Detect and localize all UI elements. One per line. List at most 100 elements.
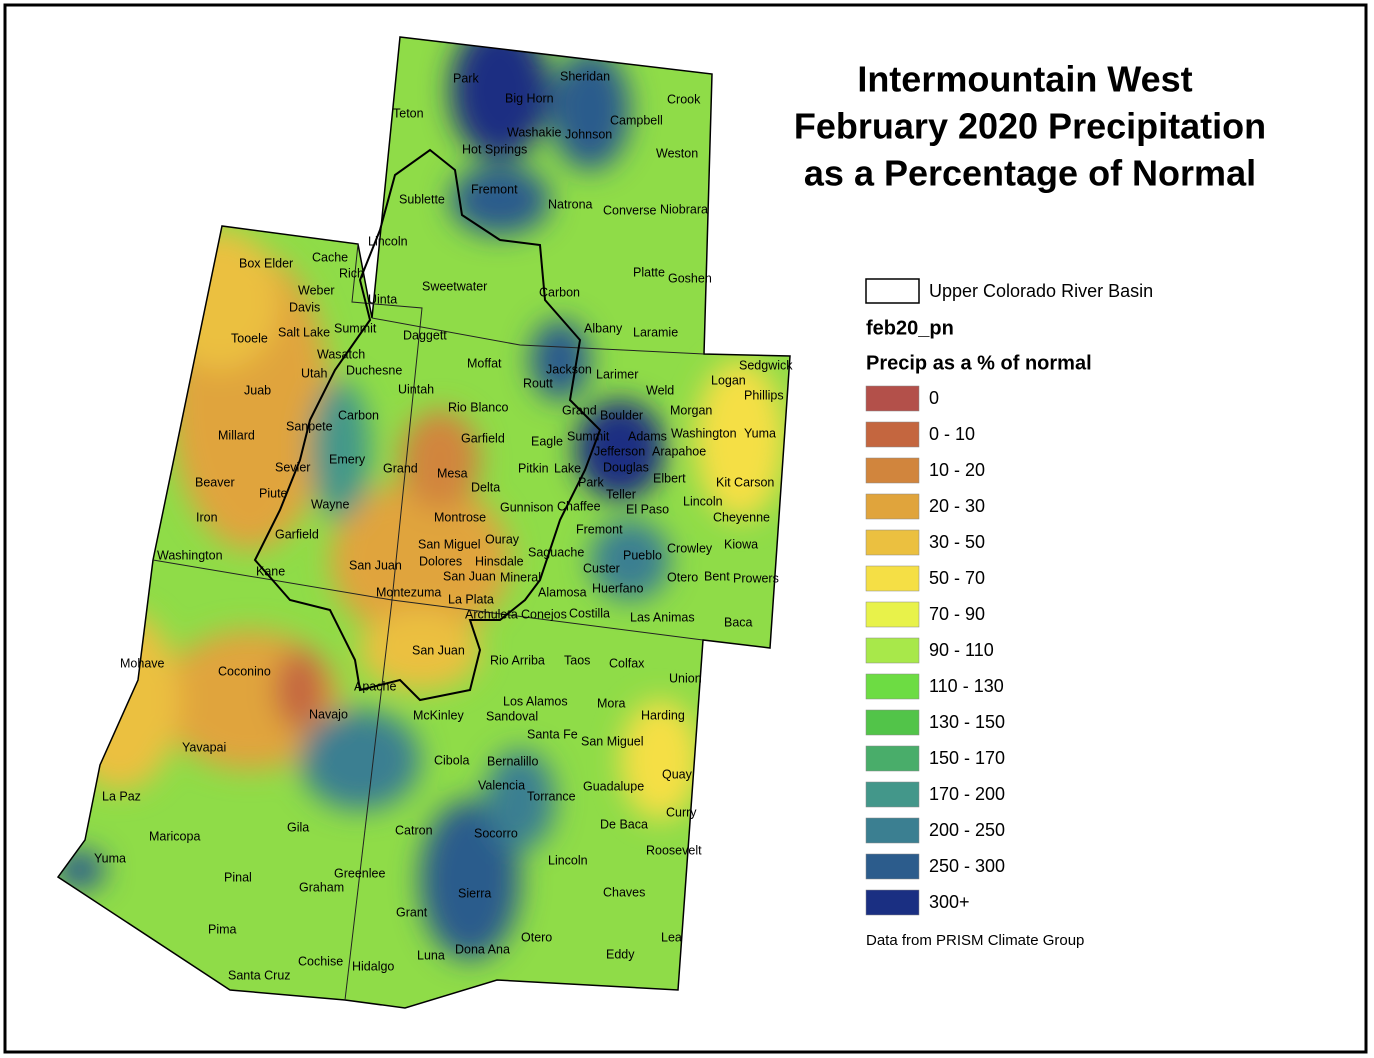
county-label: Park	[453, 71, 479, 85]
county-label: Pinal	[224, 870, 252, 884]
legend-swatch	[865, 493, 920, 520]
county-label: Tooele	[231, 331, 268, 345]
county-label: Harding	[641, 708, 685, 722]
county-label: Montrose	[434, 510, 486, 524]
county-label: Hidalgo	[352, 959, 394, 973]
county-label: Piute	[259, 486, 288, 500]
county-label: Greenlee	[334, 866, 385, 880]
county-label: Carbon	[539, 285, 580, 299]
county-label: Kit Carson	[716, 475, 774, 489]
county-label: Campbell	[610, 113, 663, 127]
county-label: Rio Arriba	[490, 653, 545, 667]
county-label: Washakie	[507, 125, 561, 139]
county-label: Archuleta	[465, 607, 518, 621]
county-label: Taos	[564, 653, 590, 667]
county-label: Chaves	[603, 885, 645, 899]
county-label: Utah	[301, 366, 327, 380]
county-label: Valencia	[478, 778, 525, 792]
county-label: Grand	[562, 403, 597, 417]
legend-label: 170 - 200	[929, 784, 1005, 804]
legend-label: 110 - 130	[929, 676, 1004, 696]
basin-swatch	[865, 278, 920, 304]
county-label: Mora	[597, 696, 626, 710]
county-label: Saguache	[528, 545, 584, 559]
legend-swatch	[865, 889, 920, 916]
county-label: Garfield	[275, 527, 319, 541]
county-label: Pitkin	[518, 461, 549, 475]
title-line: Intermountain West	[857, 59, 1192, 100]
county-labels: Park Big Horn Sheridan Crook Teton Washakie Jo…	[94, 69, 793, 982]
county-label: Big Horn	[505, 91, 554, 105]
county-label: Pima	[208, 922, 237, 936]
county-label: Salt Lake	[278, 325, 330, 339]
county-label: Moffat	[467, 356, 502, 370]
title: Intermountain West February 2020 Precipi…	[794, 59, 1266, 194]
county-label: Wasatch	[317, 347, 365, 361]
legend-label: 0 - 10	[929, 424, 975, 444]
legend-swatch	[865, 817, 920, 844]
county-label: Las Animas	[630, 610, 695, 624]
county-label: Lincoln	[683, 494, 723, 508]
county-label: Curry	[666, 805, 697, 819]
county-label: Sierra	[458, 886, 491, 900]
county-label: Teton	[393, 106, 424, 120]
county-label: Dona Ana	[455, 942, 510, 956]
county-label: Lincoln	[548, 853, 588, 867]
county-label: Daggett	[403, 328, 447, 342]
county-label: Apache	[354, 679, 396, 693]
county-label: La Paz	[102, 789, 141, 803]
legend-label: 30 - 50	[929, 532, 985, 552]
county-label: Yavapai	[182, 740, 226, 754]
county-label: San Miguel	[418, 537, 481, 551]
county-label: Gila	[287, 820, 309, 834]
county-label: Crowley	[667, 541, 713, 555]
legend-label: 300+	[929, 892, 970, 912]
county-label: Garfield	[461, 431, 505, 445]
county-label: Hot Springs	[462, 142, 527, 156]
legend-label: 0	[929, 388, 939, 408]
county-label: Washington	[157, 548, 223, 562]
legend-swatch	[865, 781, 920, 808]
county-label: Rio Blanco	[448, 400, 508, 414]
county-label: Lea	[661, 930, 682, 944]
county-label: Pueblo	[623, 548, 662, 562]
county-label: Phillips	[744, 388, 784, 402]
county-label: Bernalillo	[487, 754, 538, 768]
basin-boundary	[253, 148, 602, 702]
county-label: Sedgwick	[739, 358, 793, 372]
county-label: Baca	[724, 615, 753, 629]
county-label: Cheyenne	[713, 510, 770, 524]
county-label: Montezuma	[376, 585, 441, 599]
county-label: Santa Fe	[527, 727, 578, 741]
legend-label: 20 - 30	[929, 496, 985, 516]
county-label: Costilla	[569, 606, 610, 620]
county-label: Boulder	[600, 408, 643, 422]
county-label: Washington	[671, 426, 737, 440]
county-label: Platte	[633, 265, 665, 279]
county-label: Bent	[704, 569, 730, 583]
legend-swatch	[865, 457, 920, 484]
county-label: Wayne	[311, 497, 349, 511]
legend-swatch	[865, 673, 920, 700]
county-label: Fremont	[576, 522, 623, 536]
county-label: Guadalupe	[583, 779, 644, 793]
county-label: Carbon	[338, 408, 379, 422]
county-label: Morgan	[670, 403, 712, 417]
county-label: Crook	[667, 92, 701, 106]
county-label: Lincoln	[368, 234, 408, 248]
county-label: Summit	[334, 321, 377, 335]
county-label: Albany	[584, 321, 623, 335]
county-label: Maricopa	[149, 829, 200, 843]
county-label: Catron	[395, 823, 433, 837]
legend-swatch	[865, 421, 920, 448]
county-label: Eagle	[531, 434, 563, 448]
county-label: Iron	[196, 510, 218, 524]
county-label: San Miguel	[581, 734, 644, 748]
legend-label: 150 - 170	[929, 748, 1005, 768]
legend-swatch	[865, 601, 920, 628]
county-label: Adams	[628, 429, 667, 443]
county-label: Kane	[256, 564, 285, 578]
county-label: Los Alamos	[503, 694, 568, 708]
county-label: Sandoval	[486, 709, 538, 723]
